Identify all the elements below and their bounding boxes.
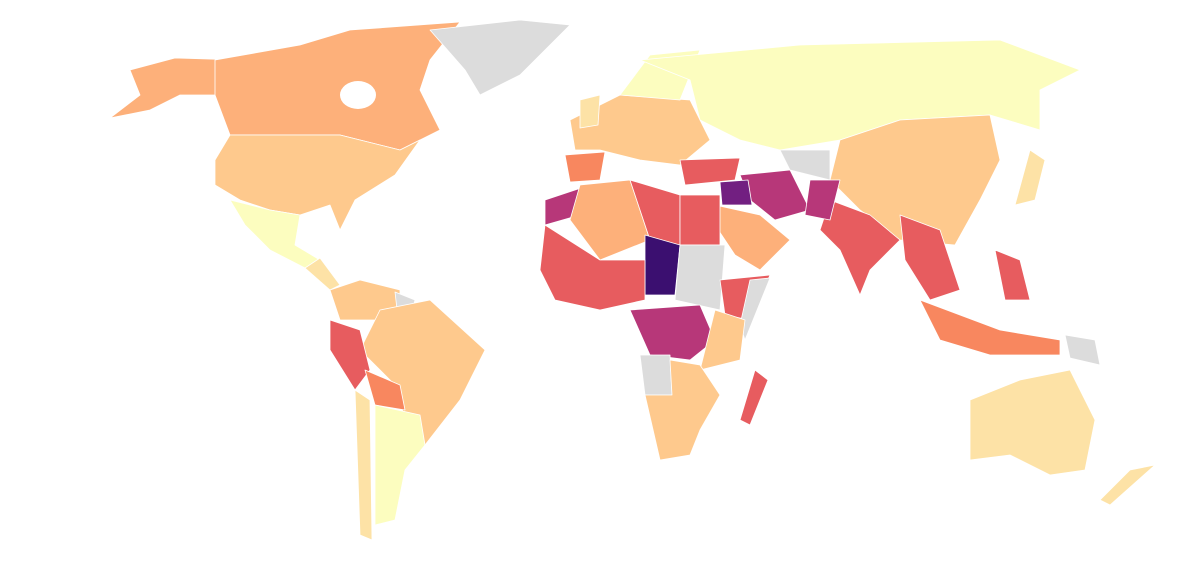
country	[739, 369, 769, 426]
country	[354, 389, 373, 541]
country	[644, 234, 681, 296]
country	[429, 19, 571, 96]
water	[340, 81, 376, 109]
country	[679, 157, 741, 186]
country	[564, 151, 606, 183]
country	[919, 299, 1061, 356]
country	[699, 309, 746, 371]
country	[364, 369, 406, 411]
country	[739, 277, 771, 341]
country	[569, 179, 651, 261]
country	[674, 244, 726, 311]
country	[969, 369, 1096, 476]
country	[329, 319, 371, 391]
country	[214, 21, 461, 151]
country	[644, 359, 721, 461]
country	[214, 134, 421, 231]
country	[639, 354, 673, 396]
country	[829, 114, 1001, 246]
country	[1064, 334, 1101, 366]
country	[629, 304, 716, 361]
country	[304, 257, 341, 291]
country	[1099, 464, 1156, 506]
country	[539, 224, 646, 311]
country	[719, 179, 753, 206]
country	[679, 194, 721, 246]
country	[579, 94, 601, 129]
country	[899, 214, 961, 301]
country	[819, 199, 901, 296]
country	[109, 57, 241, 119]
country	[1014, 149, 1046, 206]
country	[374, 404, 426, 526]
country	[804, 179, 841, 221]
country	[994, 249, 1031, 301]
